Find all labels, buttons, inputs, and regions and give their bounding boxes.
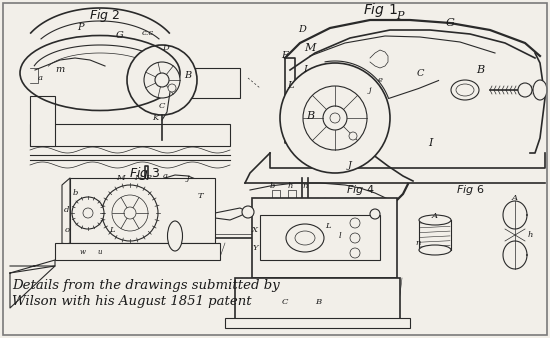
Text: $\it{Fig\ 1}$: $\it{Fig\ 1}$ [362, 1, 398, 19]
Text: n: n [302, 182, 307, 190]
Ellipse shape [168, 221, 183, 251]
Text: o: o [64, 226, 69, 234]
Circle shape [168, 84, 176, 92]
Ellipse shape [286, 224, 324, 252]
Text: N: N [134, 174, 142, 182]
Text: L: L [109, 226, 115, 234]
Ellipse shape [451, 80, 479, 100]
Circle shape [370, 209, 380, 219]
Circle shape [350, 218, 360, 228]
Text: $\it{Fig\ 2}$: $\it{Fig\ 2}$ [89, 7, 120, 24]
Text: m: m [56, 66, 65, 74]
Text: a: a [37, 74, 42, 82]
Text: b: b [270, 182, 274, 190]
Circle shape [349, 132, 357, 140]
Text: B: B [306, 111, 314, 121]
Circle shape [323, 106, 347, 130]
Text: w: w [80, 248, 86, 256]
Text: Wilson with his August 1851 patent: Wilson with his August 1851 patent [12, 295, 252, 309]
Ellipse shape [419, 245, 451, 255]
Text: a: a [162, 172, 168, 180]
Circle shape [83, 208, 93, 218]
Circle shape [280, 63, 390, 173]
Circle shape [124, 207, 136, 219]
Bar [260, 215, 380, 260]
Text: j: j [368, 86, 371, 94]
Text: $\it{Fig\ 3}$: $\it{Fig\ 3}$ [129, 165, 161, 182]
Bar [235, 278, 400, 320]
Text: A: A [512, 194, 518, 202]
Ellipse shape [295, 231, 315, 245]
Text: C: C [159, 102, 165, 110]
Ellipse shape [456, 84, 474, 96]
Text: n: n [415, 239, 421, 247]
Text: X: X [252, 226, 258, 234]
Text: C: C [282, 298, 288, 306]
Text: Details from the drawings submitted by: Details from the drawings submitted by [12, 280, 280, 292]
Bar [190, 68, 240, 98]
Text: G: G [446, 18, 454, 28]
Text: h: h [287, 182, 293, 190]
Text: B: B [315, 298, 321, 306]
Bar [30, 96, 55, 146]
Text: Y: Y [252, 244, 258, 252]
Text: h: h [527, 231, 533, 239]
Bar [225, 318, 410, 328]
Text: $\it{Fig\ 6}$: $\it{Fig\ 6}$ [456, 183, 484, 197]
Text: C: C [416, 69, 424, 77]
Circle shape [72, 197, 104, 229]
Text: l: l [339, 232, 342, 240]
Text: T: T [197, 192, 203, 200]
Ellipse shape [419, 215, 451, 225]
Text: D: D [298, 25, 306, 34]
Text: M: M [304, 43, 316, 53]
Circle shape [330, 113, 340, 123]
Circle shape [127, 45, 197, 115]
Circle shape [350, 233, 360, 243]
Text: G: G [116, 31, 124, 41]
Text: I: I [428, 138, 432, 148]
Bar [55, 243, 220, 260]
Text: J: J [348, 162, 352, 170]
Text: B: B [476, 65, 484, 75]
Circle shape [144, 62, 180, 98]
Bar [252, 198, 397, 278]
Text: I: I [303, 66, 307, 74]
Text: F: F [282, 51, 288, 61]
Text: D: D [162, 44, 168, 52]
Text: d: d [64, 206, 70, 214]
Ellipse shape [533, 80, 547, 100]
Text: B: B [184, 72, 191, 80]
Text: P: P [145, 174, 151, 182]
Text: P: P [77, 24, 83, 32]
Circle shape [102, 185, 158, 241]
Bar [30, 124, 230, 146]
Circle shape [155, 73, 169, 87]
Text: L: L [287, 81, 293, 91]
Circle shape [242, 206, 254, 218]
Text: c.c: c.c [142, 29, 154, 37]
Circle shape [112, 195, 148, 231]
Circle shape [350, 248, 360, 258]
Circle shape [518, 83, 532, 97]
Text: b: b [72, 189, 78, 197]
Text: K: K [152, 114, 158, 122]
Text: j: j [186, 174, 189, 182]
Text: P: P [396, 11, 404, 21]
Text: e: e [377, 76, 382, 84]
Bar [70, 178, 215, 243]
Circle shape [303, 86, 367, 150]
Text: L: L [325, 222, 331, 230]
Text: M: M [116, 174, 124, 182]
Text: $\it{Fig\ 4}$: $\it{Fig\ 4}$ [346, 183, 375, 197]
Text: A: A [432, 212, 438, 220]
Text: u: u [98, 248, 102, 256]
